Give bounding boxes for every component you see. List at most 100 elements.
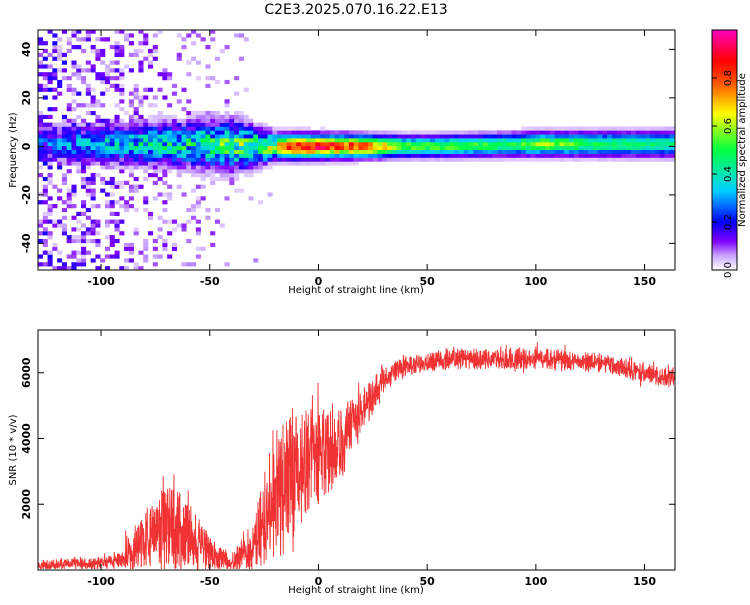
heatmap-cell	[530, 149, 536, 154]
heatmap-cell	[42, 192, 48, 197]
heatmap-cell	[152, 103, 158, 108]
heatmap-cell	[114, 126, 120, 131]
heatmap-cell	[434, 130, 441, 135]
heatmap-cell	[439, 138, 445, 143]
heatmap-cell	[47, 165, 53, 170]
heatmap-cell	[114, 68, 120, 73]
heatmap-cell	[501, 157, 508, 162]
heatmap-cell	[621, 134, 627, 139]
heatmap-cell	[52, 126, 58, 131]
heatmap-cell	[124, 37, 130, 42]
heatmap-cell	[200, 246, 206, 251]
heatmap-cell	[219, 134, 225, 139]
heatmap-cell	[224, 114, 230, 120]
heatmap-cell	[626, 145, 632, 151]
heatmap-cell	[559, 153, 565, 158]
heatmap-cell	[104, 142, 111, 147]
heatmap-cell	[640, 142, 646, 147]
heatmap-cell	[167, 254, 173, 259]
heatmap-cell	[42, 238, 48, 244]
heatmap-cell	[200, 149, 206, 154]
heatmap-cell	[583, 130, 589, 135]
heatmap-cell	[138, 126, 144, 131]
heatmap-cell	[157, 118, 163, 123]
heatmap-cell	[664, 149, 670, 154]
heatmap-cell	[439, 142, 445, 147]
heatmap-cell	[645, 126, 651, 131]
heatmap-cell	[81, 68, 87, 73]
heatmap-cell	[133, 145, 139, 151]
heatmap-cell	[454, 134, 460, 139]
heatmap-cell	[334, 138, 340, 143]
heatmap-cell	[66, 41, 72, 46]
heatmap-cell	[128, 246, 134, 251]
heatmap-cell	[492, 142, 498, 147]
heatmap-cell	[286, 126, 292, 131]
heatmap-cell	[109, 180, 115, 185]
heatmap-cell	[597, 142, 603, 147]
heatmap-cell	[305, 134, 311, 139]
heatmap-cell	[468, 157, 474, 162]
heatmap-cell	[320, 157, 326, 162]
heatmap-cell	[47, 211, 53, 216]
heatmap-cell	[195, 134, 201, 139]
heatmap-cell	[473, 145, 479, 151]
heatmap-cell	[382, 157, 388, 162]
heatmap-cell	[47, 64, 53, 69]
heatmap-cell	[583, 157, 589, 162]
heatmap-cell	[248, 122, 254, 127]
heatmap-cell	[114, 114, 120, 120]
heatmap-cell	[324, 161, 331, 166]
snr-y-label: SNR (10 * v/v)	[8, 414, 19, 485]
heatmap-cell	[564, 130, 570, 135]
heatmap-cell	[258, 161, 264, 166]
heatmap-cell	[258, 130, 264, 135]
heatmap-cell	[90, 95, 96, 100]
heatmap-cell	[363, 145, 369, 151]
heatmap-cell	[583, 142, 589, 147]
heatmap-cell	[186, 114, 192, 120]
heatmap-cell	[186, 142, 192, 147]
heatmap-cell	[176, 173, 182, 178]
heatmap-cell	[47, 262, 53, 267]
heatmap-cell	[152, 153, 158, 158]
heatmap-cell	[516, 157, 522, 162]
heatmap-cell	[592, 138, 598, 143]
heatmap-cell	[229, 114, 235, 120]
heatmap-cell	[157, 169, 163, 174]
heatmap-cell	[243, 138, 249, 143]
heatmap-cell	[138, 60, 144, 65]
heatmap-cell	[128, 204, 134, 209]
heatmap-cell	[664, 145, 670, 151]
heatmap-cell	[195, 184, 201, 189]
heatmap-cell	[76, 227, 82, 232]
heatmap-cell	[396, 130, 402, 135]
heatmap-cell	[420, 130, 426, 135]
heatmap-cell	[253, 153, 259, 158]
heatmap-cell	[243, 118, 249, 123]
heatmap-cell	[669, 149, 675, 154]
heatmap-cell	[66, 254, 72, 259]
heatmap-cell	[195, 122, 201, 127]
heatmap-cell	[626, 134, 632, 139]
heatmap-cell	[119, 45, 125, 50]
heatmap-cell	[214, 79, 221, 85]
heatmap-cell	[114, 103, 120, 108]
heatmap-cell	[454, 153, 460, 158]
heatmap-cell	[525, 134, 531, 139]
heatmap-cell	[162, 246, 168, 251]
heatmap-cell	[554, 157, 560, 162]
heatmap-cell	[114, 41, 120, 46]
heatmap-cell	[229, 173, 235, 178]
heatmap-cell	[119, 99, 125, 104]
heatmap-cell	[234, 165, 240, 170]
heatmap-cell	[38, 223, 44, 228]
heatmap-cell	[143, 87, 149, 92]
heatmap-cell	[119, 153, 125, 158]
heatmap-cell	[195, 76, 201, 81]
heatmap-cell	[291, 149, 297, 154]
heatmap-cell	[645, 138, 651, 143]
heatmap-cell	[191, 114, 197, 120]
heatmap-cell	[588, 153, 594, 158]
heatmap-cell	[167, 149, 173, 154]
